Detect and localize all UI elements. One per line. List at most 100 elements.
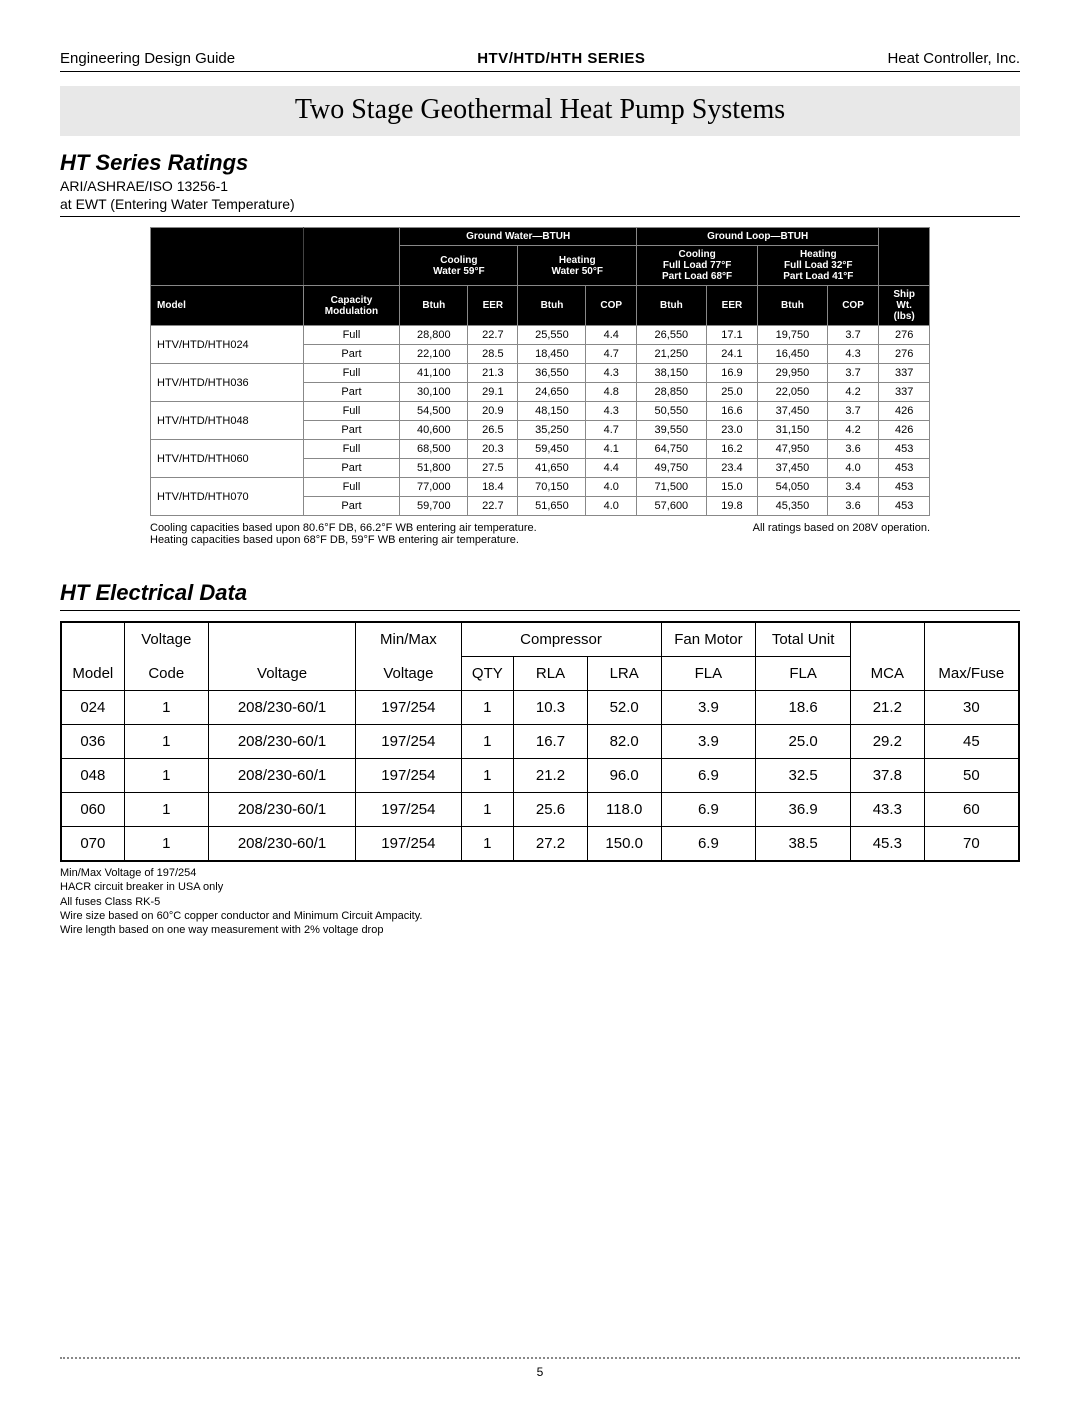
- col-ship: Ship: [885, 289, 923, 300]
- data-cell: 21.2: [850, 691, 924, 725]
- data-cell: 4.3: [827, 345, 879, 364]
- data-cell: 49,750: [637, 459, 707, 478]
- col-cop: COP: [827, 286, 879, 326]
- data-cell: 024: [61, 691, 124, 725]
- header-left: Engineering Design Guide: [60, 50, 235, 67]
- gw-cooling-sub: Water 59°F: [406, 266, 511, 277]
- col-rla: RLA: [514, 657, 588, 691]
- data-cell: 3.7: [827, 326, 879, 345]
- data-cell: 36,550: [518, 364, 586, 383]
- data-cell: 51,800: [400, 459, 468, 478]
- data-cell: Full: [303, 402, 400, 421]
- col-btuh: Btuh: [758, 286, 828, 326]
- col-qty: QTY: [461, 657, 514, 691]
- gl-heating-sub1: Full Load 32°F: [764, 260, 872, 271]
- data-cell: 43.3: [850, 793, 924, 827]
- data-cell: 3.7: [827, 364, 879, 383]
- data-cell: 337: [879, 364, 930, 383]
- data-cell: 4.3: [586, 364, 637, 383]
- data-cell: 37,450: [758, 459, 828, 478]
- page-title: Two Stage Geothermal Heat Pump Systems: [60, 86, 1020, 136]
- data-cell: 23.0: [706, 421, 757, 440]
- col-modulation: Modulation: [310, 306, 394, 317]
- data-cell: 1: [461, 725, 514, 759]
- data-cell: 20.3: [468, 440, 518, 459]
- data-cell: 453: [879, 478, 930, 497]
- data-cell: 51,650: [518, 497, 586, 516]
- data-cell: 3.7: [827, 402, 879, 421]
- data-cell: 38.5: [756, 827, 851, 862]
- data-cell: 4.2: [827, 383, 879, 402]
- data-cell: 54,050: [758, 478, 828, 497]
- data-cell: 1: [124, 793, 208, 827]
- table-row: 0361208/230-60/1197/254116.782.03.925.02…: [61, 725, 1019, 759]
- data-cell: 27.2: [514, 827, 588, 862]
- electrical-notes: Min/Max Voltage of 197/254 HACR circuit …: [60, 866, 1020, 937]
- data-cell: 24.1: [706, 345, 757, 364]
- data-cell: 28,800: [400, 326, 468, 345]
- data-cell: Part: [303, 459, 400, 478]
- data-cell: 4.0: [586, 478, 637, 497]
- col-fla: FLA: [661, 657, 756, 691]
- data-cell: Part: [303, 421, 400, 440]
- data-cell: 35,250: [518, 421, 586, 440]
- data-cell: 50: [924, 759, 1019, 793]
- gl-heating-label: Heating: [764, 249, 872, 260]
- col-wt: Wt.: [885, 300, 923, 311]
- data-cell: 18,450: [518, 345, 586, 364]
- col-btuh: Btuh: [518, 286, 586, 326]
- data-cell: Full: [303, 478, 400, 497]
- data-cell: 21.3: [468, 364, 518, 383]
- data-cell: 45,350: [758, 497, 828, 516]
- data-cell: 27.5: [468, 459, 518, 478]
- data-cell: 3.9: [661, 725, 756, 759]
- data-cell: 276: [879, 326, 930, 345]
- col-total-unit: Total Unit: [756, 622, 851, 657]
- data-cell: 1: [461, 793, 514, 827]
- data-cell: Full: [303, 364, 400, 383]
- data-cell: 17.1: [706, 326, 757, 345]
- data-cell: 4.7: [586, 421, 637, 440]
- ratings-subtitle-2: at EWT (Entering Water Temperature): [60, 196, 1020, 212]
- data-cell: 22,100: [400, 345, 468, 364]
- data-cell: 82.0: [587, 725, 661, 759]
- model-cell: HTV/HTD/HTH060: [151, 440, 304, 478]
- data-cell: 39,550: [637, 421, 707, 440]
- data-cell: 16,450: [758, 345, 828, 364]
- data-cell: 070: [61, 827, 124, 862]
- col-cop: COP: [586, 286, 637, 326]
- data-cell: 4.4: [586, 326, 637, 345]
- data-cell: 3.9: [661, 691, 756, 725]
- data-cell: 48,150: [518, 402, 586, 421]
- ratings-note-right: All ratings based on 208V operation.: [753, 522, 930, 546]
- data-cell: 426: [879, 421, 930, 440]
- data-cell: 41,650: [518, 459, 586, 478]
- col-voltage: Voltage: [208, 622, 355, 691]
- col-capacity: Capacity: [310, 295, 394, 306]
- data-cell: 21.2: [514, 759, 588, 793]
- col-fla: FLA: [756, 657, 851, 691]
- col-fan-motor: Fan Motor: [661, 622, 756, 657]
- data-cell: 4.0: [827, 459, 879, 478]
- data-cell: 32.5: [756, 759, 851, 793]
- elec-note-1: Min/Max Voltage of 197/254: [60, 866, 1020, 880]
- col-maxfuse: Max/Fuse: [924, 622, 1019, 691]
- elec-note-2: HACR circuit breaker in USA only: [60, 880, 1020, 894]
- data-cell: 21,250: [637, 345, 707, 364]
- data-cell: 6.9: [661, 759, 756, 793]
- data-cell: 28.5: [468, 345, 518, 364]
- data-cell: Part: [303, 345, 400, 364]
- data-cell: 426: [879, 402, 930, 421]
- data-cell: 4.7: [586, 345, 637, 364]
- ratings-heading: HT Series Ratings: [60, 150, 1020, 176]
- data-cell: 37,450: [758, 402, 828, 421]
- data-cell: 453: [879, 459, 930, 478]
- data-cell: 57,600: [637, 497, 707, 516]
- data-cell: 26.5: [468, 421, 518, 440]
- data-cell: 4.4: [586, 459, 637, 478]
- data-cell: 29.2: [850, 725, 924, 759]
- table-row: 0481208/230-60/1197/254121.296.06.932.53…: [61, 759, 1019, 793]
- data-cell: 197/254: [356, 759, 461, 793]
- page-footer: 5: [60, 1357, 1020, 1379]
- ratings-note-left-1: Cooling capacities based upon 80.6°F DB,…: [150, 522, 537, 534]
